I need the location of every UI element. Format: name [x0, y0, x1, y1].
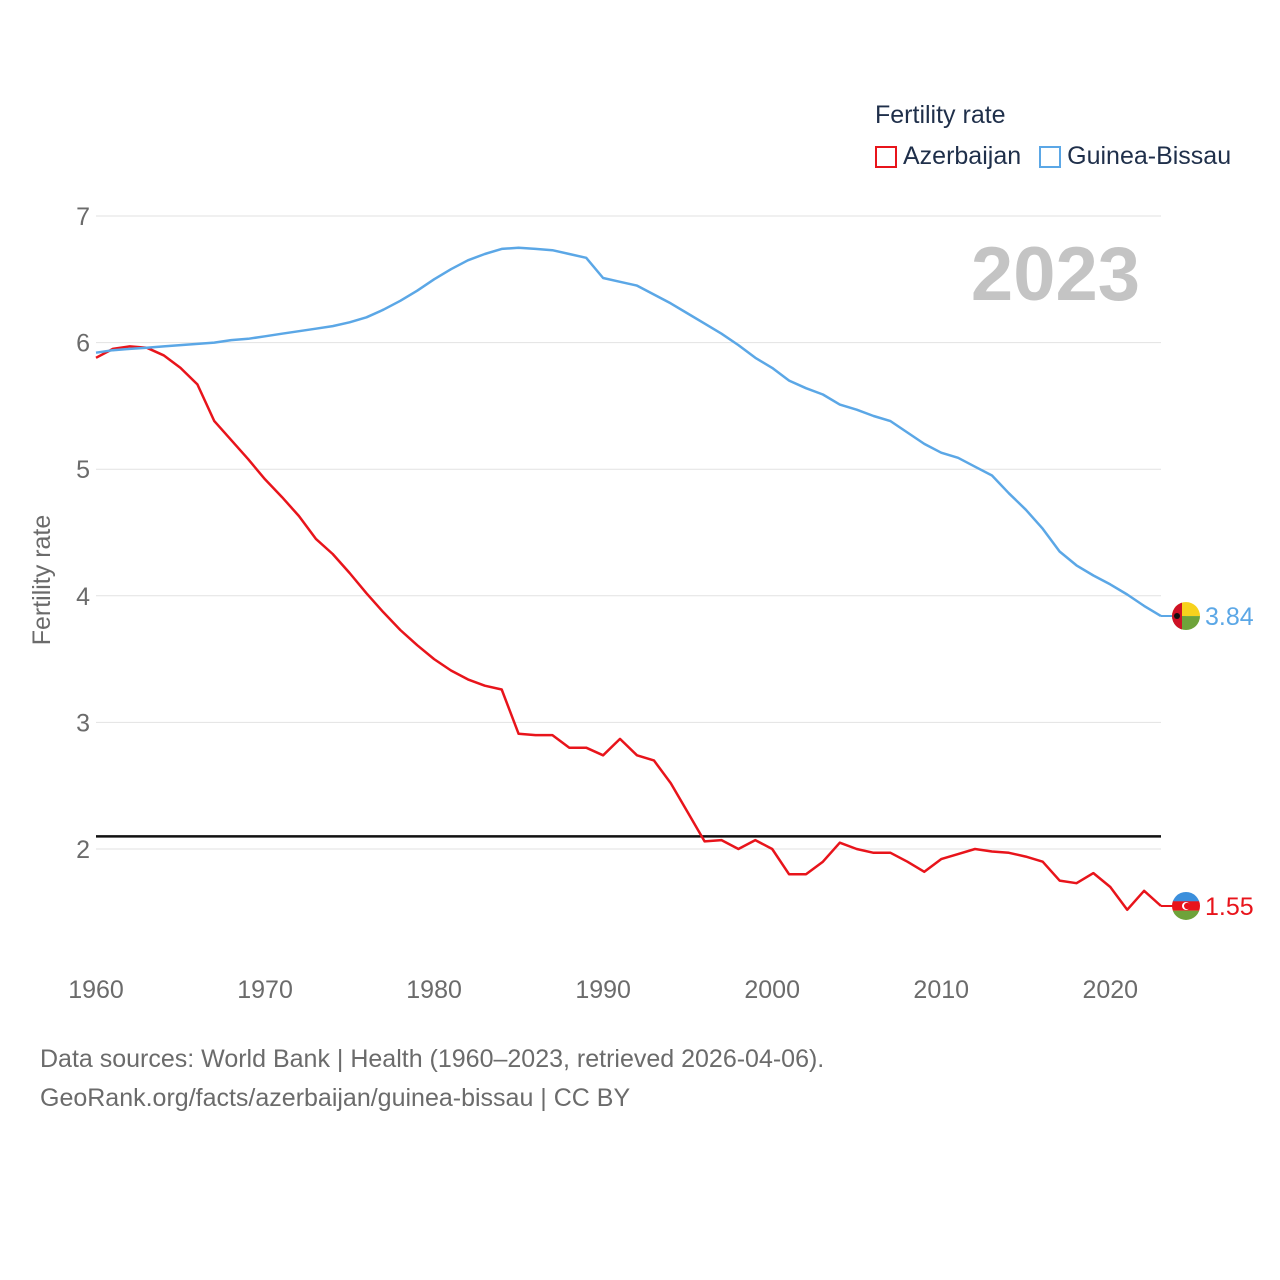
x-tick-label: 2010: [913, 976, 969, 1004]
guinea-bissau-flag-icon: [1172, 602, 1200, 631]
legend-title: Fertility rate: [875, 101, 1006, 129]
x-tick-label: 1960: [68, 976, 124, 1004]
azerbaijan-end-value: 1.55: [1205, 893, 1254, 921]
y-tick-label: 4: [76, 583, 90, 611]
x-tick-label: 1990: [575, 976, 631, 1004]
y-tick-label: 6: [76, 330, 90, 358]
legend: Azerbaijan Guinea-Bissau: [875, 142, 1249, 171]
series-lines: [95, 246, 1186, 912]
x-tick-label: 2000: [744, 976, 800, 1004]
x-axis-ticks: 1960 1970 1980 1990 2000 2010 2020: [68, 976, 1138, 1004]
y-tick-label: 3: [76, 709, 90, 737]
x-tick-label: 1980: [406, 976, 462, 1004]
end-markers: [1172, 602, 1200, 920]
attribution-line: GeoRank.org/facts/azerbaijan/guinea-biss…: [40, 1084, 631, 1112]
series-line-guinea-bissau: [95, 246, 1162, 618]
legend-swatch-guinea-bissau: [1039, 145, 1062, 168]
legend-label-azerbaijan: Azerbaijan: [903, 142, 1022, 170]
y-axis-label: Fertility rate: [28, 515, 56, 646]
guinea-bissau-end-value: 3.84: [1205, 603, 1254, 631]
y-axis-ticks: 2 3 4 5 6 7: [76, 203, 90, 864]
series-line-azerbaijan: [95, 345, 1162, 912]
legend-swatch-azerbaijan: [875, 145, 897, 168]
y-tick-label: 2: [76, 836, 90, 864]
azerbaijan-flag-icon: [1172, 891, 1200, 920]
x-tick-label: 1970: [237, 976, 293, 1004]
legend-item-guinea-bissau[interactable]: Guinea-Bissau: [1039, 142, 1231, 171]
x-tick-label: 2020: [1082, 976, 1138, 1004]
y-tick-label: 5: [76, 456, 90, 484]
year-label: 2023: [971, 232, 1140, 317]
legend-item-azerbaijan[interactable]: Azerbaijan: [875, 142, 1021, 171]
legend-label-guinea-bissau: Guinea-Bissau: [1067, 142, 1232, 170]
source-line: Data sources: World Bank | Health (1960–…: [40, 1045, 825, 1073]
y-tick-label: 7: [76, 203, 90, 231]
